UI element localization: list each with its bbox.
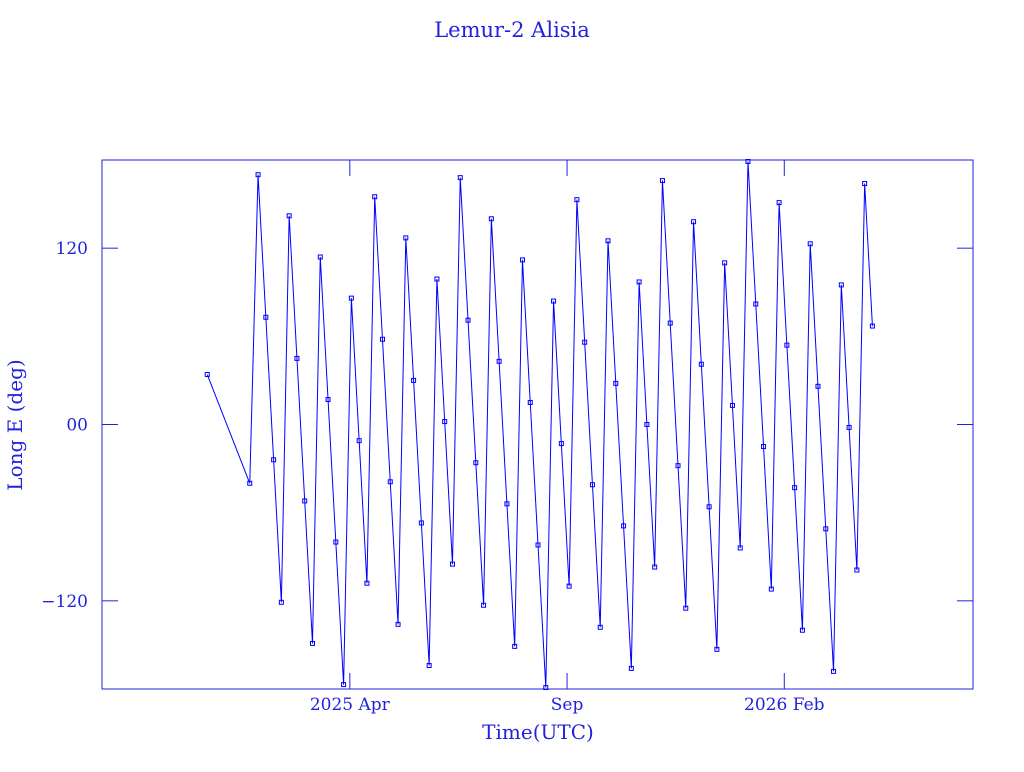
data-point [278,599,284,605]
data-point [698,361,704,367]
data-point [473,460,479,466]
data-point [449,561,455,567]
data-point [504,501,510,507]
data-point [551,298,557,304]
data-point [403,235,409,241]
data-point [247,480,253,486]
data-point [271,457,277,463]
data-point [869,323,875,329]
data-point [379,336,385,342]
data-point [348,295,354,301]
data-point [426,662,432,668]
data-line [206,161,873,688]
y-tick-label: −120 [41,592,88,612]
data-point [356,438,362,444]
data-point [294,355,300,361]
data-point [325,397,331,403]
data-point [527,399,533,405]
data-point [488,216,494,222]
data-point [729,402,735,408]
data-point [341,682,347,688]
data-point [776,200,782,206]
data-point [761,444,767,450]
data-point [442,419,448,425]
plot-frame [101,159,974,690]
data-point [823,526,829,532]
data-point [714,646,720,652]
data-point [807,241,813,247]
data-point [263,314,269,320]
data-point [706,504,712,510]
data-point [204,372,210,378]
data-point [566,583,572,589]
data-point [628,665,634,671]
data-point [286,213,292,219]
data-point [597,624,603,630]
data-point [644,422,650,427]
data-point [309,640,315,646]
data-point [255,172,261,178]
data-point [737,545,743,551]
data-point [745,158,751,164]
data-point [613,380,619,386]
data-point [543,685,549,691]
data-point [512,643,518,649]
data-point [535,542,541,548]
data-point [395,621,401,627]
data-point [387,479,393,485]
data-point [768,586,774,592]
data-point [675,463,681,469]
data-point [605,238,611,244]
data-point [333,539,339,545]
data-point [854,567,860,573]
x-tick-label: 2026 Feb [744,695,825,715]
data-point [667,320,673,326]
x-axis-label: Time(UTC) [482,720,594,744]
data-point [621,523,627,529]
data-point [862,181,868,187]
data-point [831,668,837,674]
data-point [582,339,588,345]
data-point [302,498,308,504]
chart-title: Lemur-2 Alisia [434,18,590,42]
data-point [815,383,821,389]
data-point [465,317,471,323]
x-tick-label: Sep [551,695,584,715]
data-point [364,580,370,586]
data-point [372,194,378,200]
data-point [496,358,502,364]
data-point [574,197,580,203]
data-point [838,282,844,288]
data-point [519,257,525,263]
data-point [317,254,323,260]
data-point [784,342,790,348]
data-point [636,279,642,285]
data-point [558,441,564,447]
data-point [722,260,728,266]
data-point [753,301,759,307]
data-point [659,178,665,184]
data-point [481,602,487,608]
y-tick-label: 120 [56,239,88,259]
data-point [418,520,424,526]
data-point [691,219,697,225]
x-tick-label: 2025 Apr [310,695,391,715]
data-point [799,627,805,633]
data-point [434,276,440,282]
data-point [683,605,689,611]
y-tick-label: 00 [66,416,88,436]
data-point [411,377,417,383]
data-point [792,485,798,491]
data-point [652,564,658,570]
data-point [846,424,852,430]
data-point [457,175,463,181]
y-axis-label: Long E (deg) [3,359,27,490]
data-point [589,482,595,488]
